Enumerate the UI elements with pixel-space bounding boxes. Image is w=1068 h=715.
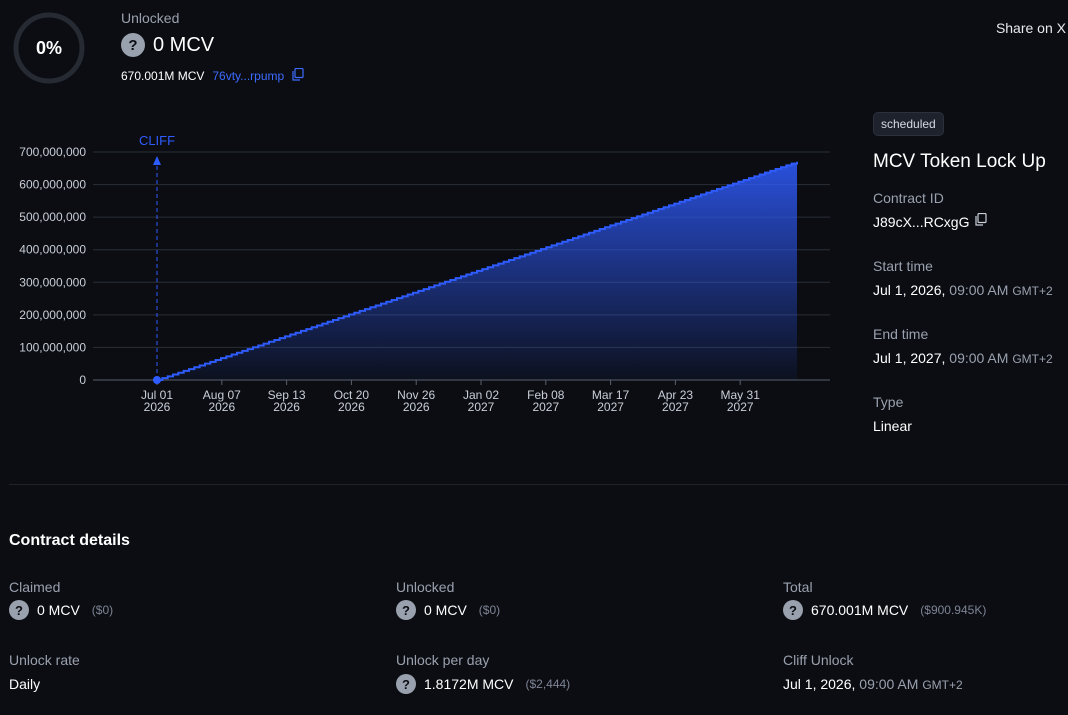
- cliff-arrow-icon: [153, 156, 161, 165]
- unlocked-heading: Unlocked: [121, 10, 180, 26]
- cliff-timezone: GMT+2: [922, 678, 963, 692]
- x-tick-label: Nov 26: [397, 388, 435, 402]
- progress-percent: 0%: [35, 38, 62, 58]
- x-tick-label: Feb 08: [527, 388, 565, 402]
- unlock-chart: 700,000,000 600,000,000 500,000,000 400,000…: [19, 133, 830, 414]
- y-tick-label: 300,000,000: [19, 275, 86, 289]
- cliff-clock: 09:00 AM: [859, 676, 919, 692]
- start-time-value: Jul 1, 2026, 09:00 AM GMT+2: [873, 282, 1053, 298]
- cliff-unlock-value: Jul 1, 2026, 09:00 AM GMT+2: [783, 676, 963, 692]
- total-amount: 670.001M MCV: [121, 69, 205, 83]
- x-tick-year: 2026: [144, 400, 171, 414]
- x-tick-label: May 31: [721, 388, 761, 402]
- x-tick-year: 2026: [273, 400, 300, 414]
- type-label: Type: [873, 394, 904, 410]
- y-tick-label: 0: [79, 373, 86, 387]
- total-value: 670.001M MCV: [811, 602, 909, 618]
- token-unknown-icon: ?: [783, 600, 803, 620]
- copy-icon[interactable]: [292, 67, 304, 84]
- end-time-value: Jul 1, 2027, 09:00 AM GMT+2: [873, 350, 1053, 366]
- total-value-row: ? 670.001M MCV ($900.945K): [783, 600, 986, 620]
- total-usd: ($900.945K): [920, 603, 987, 617]
- end-time-label: End time: [873, 326, 929, 342]
- contract-id-value: J89cX...RCxgG: [873, 214, 970, 230]
- unlocked-value-row: ? 0 MCV ($0): [396, 600, 500, 620]
- x-tick-label: Mar 17: [592, 388, 630, 402]
- start-timezone: GMT+2: [1012, 284, 1053, 298]
- unlock-per-day-value: 1.8172M MCV: [424, 676, 514, 692]
- type-value: Linear: [873, 418, 912, 434]
- unlock-per-day-label: Unlock per day: [396, 652, 490, 668]
- x-tick-year: 2027: [662, 400, 689, 414]
- x-tick-year: 2027: [727, 400, 754, 414]
- x-tick-year: 2026: [208, 400, 235, 414]
- x-tick-label: Jan 02: [463, 388, 499, 402]
- x-tick-label: Oct 20: [334, 388, 370, 402]
- lock-title: MCV Token Lock Up: [873, 151, 1046, 172]
- y-tick-label: 200,000,000: [19, 308, 86, 322]
- y-tick-label: 600,000,000: [19, 178, 86, 192]
- x-tick-year: 2027: [532, 400, 559, 414]
- unlock-per-day-row: ? 1.8172M MCV ($2,444): [396, 674, 570, 694]
- cliff-unlock-label: Cliff Unlock: [783, 652, 854, 668]
- section-divider: [9, 484, 1068, 485]
- y-tick-label: 500,000,000: [19, 210, 86, 224]
- unlocked-label: Unlocked: [396, 579, 455, 595]
- token-address-link[interactable]: 76vty...rpump: [212, 69, 285, 83]
- start-clock: 09:00 AM: [949, 282, 1009, 298]
- contract-id-row: J89cX...RCxgG: [873, 212, 988, 231]
- progress-ring-graphic: [13, 12, 85, 84]
- x-tick-year: 2026: [338, 400, 365, 414]
- end-timezone: GMT+2: [1012, 352, 1053, 366]
- token-unknown-icon: ?: [121, 33, 145, 57]
- end-date: Jul 1, 2027,: [873, 350, 946, 366]
- claimed-label: Claimed: [9, 579, 61, 595]
- x-tick-year: 2027: [597, 400, 624, 414]
- start-time-label: Start time: [873, 258, 933, 274]
- claimed-value: 0 MCV: [37, 602, 80, 618]
- unlock-per-day-usd: ($2,444): [525, 677, 571, 691]
- copy-contract-icon[interactable]: [975, 212, 988, 231]
- cliff-date: Jul 1, 2026,: [783, 676, 856, 692]
- x-tick-label: Aug 07: [203, 388, 241, 402]
- contract-id-label: Contract ID: [873, 190, 944, 206]
- y-tick-label: 700,000,000: [19, 145, 86, 159]
- claimed-usd: ($0): [91, 603, 114, 617]
- unlocked-amount: 0 MCV: [153, 33, 215, 56]
- x-tick-year: 2027: [468, 400, 495, 414]
- token-unknown-icon: ?: [396, 674, 416, 694]
- token-unknown-icon: ?: [396, 600, 416, 620]
- unlock-rate-label: Unlock rate: [9, 652, 80, 668]
- share-on-x-button[interactable]: Share on X: [995, 20, 1066, 36]
- unlock-rate-value: Daily: [9, 676, 41, 692]
- unlocked-amount-row: ? 0 MCV: [121, 33, 214, 57]
- end-clock: 09:00 AM: [949, 350, 1009, 366]
- y-tick-label: 100,000,000: [19, 340, 86, 354]
- start-date: Jul 1, 2026,: [873, 282, 946, 298]
- contract-details-title: Contract details: [9, 532, 130, 549]
- cliff-point: [153, 376, 161, 384]
- unlocked-usd: ($0): [478, 603, 501, 617]
- x-tick-label: Apr 23: [658, 388, 694, 402]
- x-tick-label: Sep 13: [268, 388, 306, 402]
- token-unknown-icon: ?: [9, 600, 29, 620]
- x-tick-label: Jul 01: [141, 388, 173, 402]
- y-tick-label: 400,000,000: [19, 243, 86, 257]
- progress-ring: 0%: [11, 10, 87, 86]
- status-badge: scheduled: [873, 112, 944, 136]
- total-label: Total: [783, 579, 813, 595]
- token-meta-row: 670.001M MCV 76vty...rpump: [121, 67, 304, 84]
- unlock-line: [157, 161, 798, 381]
- claimed-value-row: ? 0 MCV ($0): [9, 600, 113, 620]
- unlocked-value: 0 MCV: [424, 602, 467, 618]
- x-tick-year: 2026: [403, 400, 430, 414]
- cliff-label: CLIFF: [139, 133, 175, 148]
